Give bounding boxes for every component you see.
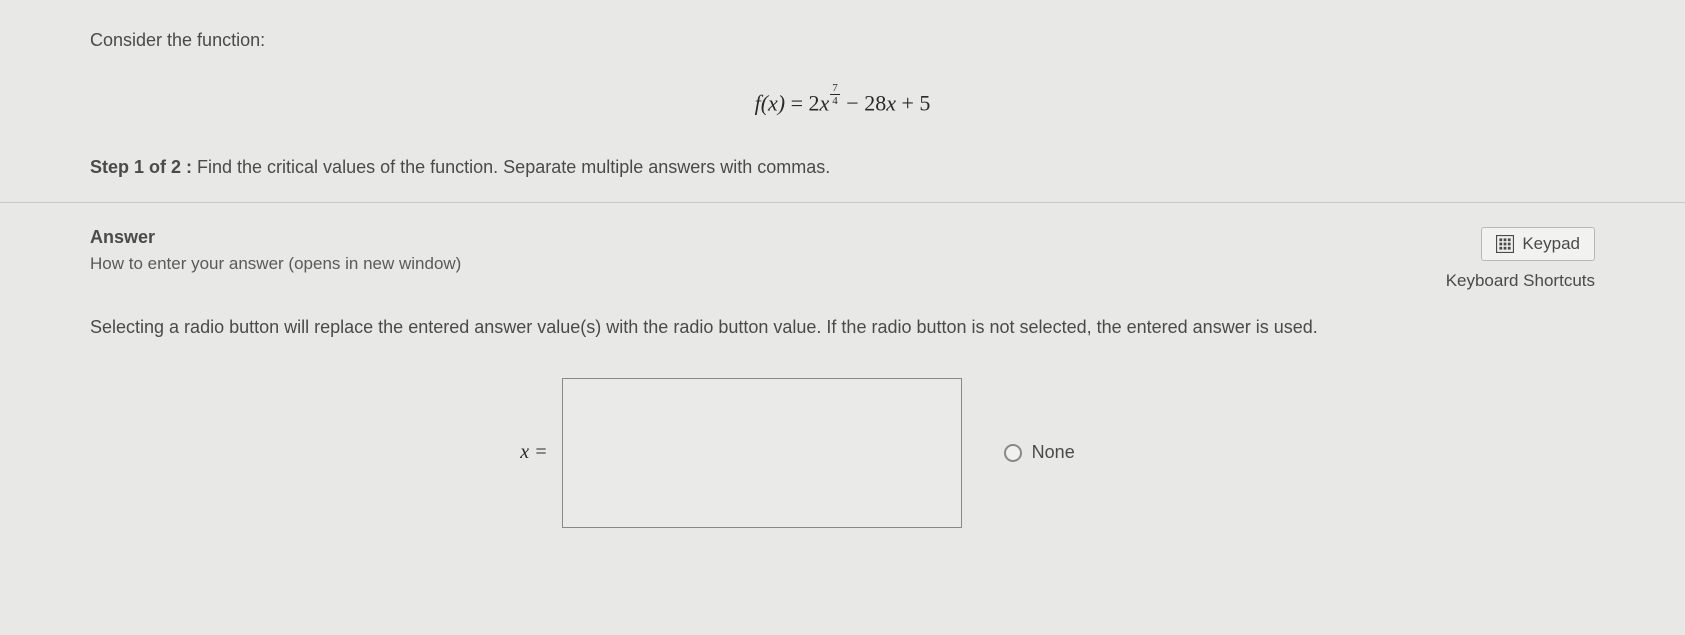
exp-denominator: 4: [830, 95, 840, 107]
equation-display: f(x) = 2x74 − 28x + 5: [90, 83, 1595, 117]
coef1: 2: [809, 91, 820, 116]
none-label: None: [1032, 442, 1075, 463]
exp-numerator: 7: [830, 83, 840, 95]
keypad-icon: [1496, 235, 1514, 253]
answer-input[interactable]: [562, 378, 962, 528]
keyboard-shortcuts-link[interactable]: Keyboard Shortcuts: [1446, 271, 1595, 291]
answer-title: Answer: [90, 227, 461, 248]
term3: + 5: [896, 91, 930, 116]
equation-lhs: f(x): [755, 91, 786, 116]
question-section: Consider the function: f(x) = 2x74 − 28x…: [0, 0, 1685, 203]
answer-section: Answer How to enter your answer (opens i…: [0, 203, 1685, 528]
step-instruction: Find the critical values of the function…: [192, 157, 830, 177]
x-equals-label: x =: [520, 441, 547, 464]
term2: − 28: [841, 91, 886, 116]
var1: x: [820, 91, 830, 116]
answer-header: Answer How to enter your answer (opens i…: [90, 227, 1595, 291]
exponent-fraction: 74: [830, 83, 840, 107]
radio-icon: [1004, 444, 1022, 462]
keypad-button[interactable]: Keypad: [1481, 227, 1595, 261]
radio-help-text: Selecting a radio button will replace th…: [90, 317, 1595, 338]
question-container: Consider the function: f(x) = 2x74 − 28x…: [0, 0, 1685, 528]
answer-header-right: Keypad Keyboard Shortcuts: [1446, 227, 1595, 291]
var2: x: [886, 91, 896, 116]
step-line: Step 1 of 2 : Find the critical values o…: [90, 157, 1595, 178]
keypad-label: Keypad: [1522, 234, 1580, 254]
answer-header-left: Answer How to enter your answer (opens i…: [90, 227, 461, 274]
howto-link[interactable]: How to enter your answer (opens in new w…: [90, 254, 461, 274]
step-label: Step 1 of 2 :: [90, 157, 192, 177]
none-option[interactable]: None: [1004, 442, 1075, 463]
input-row: x = None: [0, 378, 1595, 528]
prompt-text: Consider the function:: [90, 30, 1595, 51]
